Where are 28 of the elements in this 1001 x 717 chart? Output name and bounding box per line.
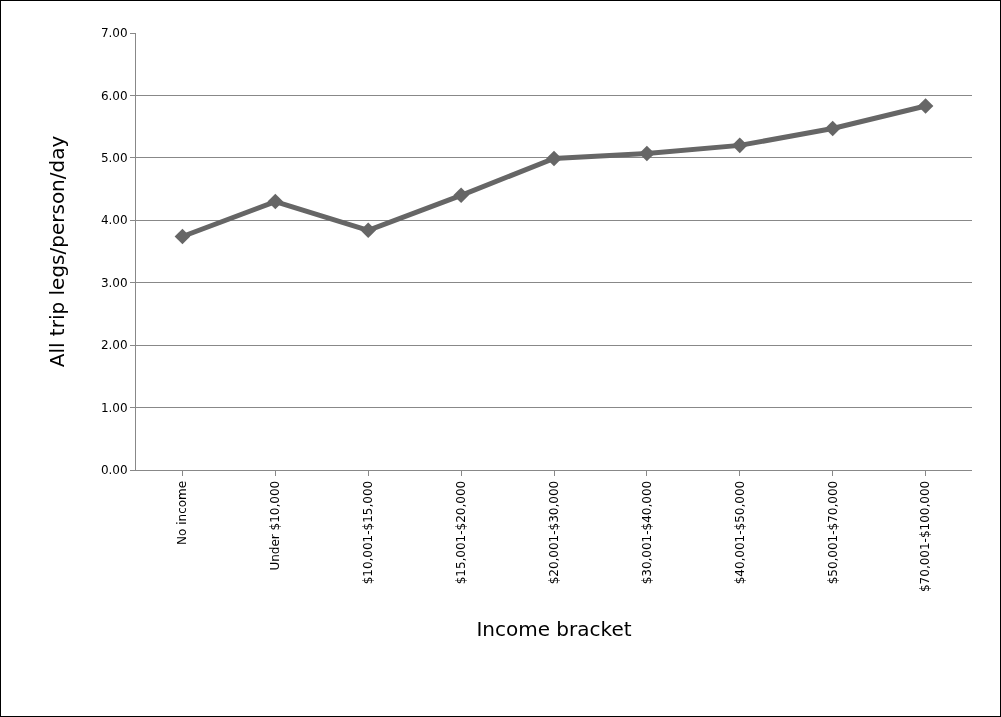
y-tick-label: 1.00 — [100, 400, 128, 415]
x-tick-label: $10,001-$15,000 — [361, 480, 376, 585]
point — [546, 150, 562, 167]
x-tick-label: $20,001-$30,000 — [546, 480, 561, 585]
x-tick-label: No income — [175, 480, 190, 545]
point — [267, 193, 284, 210]
x-tick-label: $40,001-$50,000 — [732, 480, 747, 585]
x-axis-title: Income bracket — [476, 616, 632, 641]
point — [824, 120, 841, 137]
point — [174, 228, 191, 245]
y-tick-label: 0.00 — [100, 463, 128, 478]
y-axis-title: All trip legs/person/day — [45, 135, 70, 368]
y-tick-label: 2.00 — [100, 338, 128, 353]
y-tick-label: 7.00 — [100, 26, 128, 41]
point — [360, 222, 377, 239]
point — [453, 187, 469, 204]
y-tick-label: 4.00 — [100, 213, 128, 228]
point — [917, 98, 934, 114]
point — [639, 145, 655, 162]
y-tick-label: 3.00 — [100, 275, 128, 290]
point — [731, 137, 748, 154]
y-tick-label: 6.00 — [100, 88, 128, 103]
x-tick-label: $50,001-$70,000 — [825, 480, 840, 585]
x-tick-label: Under $10,000 — [268, 480, 283, 571]
x-tick-label: $70,001-$100,000 — [918, 480, 933, 593]
x-tick-label: $30,001-$40,000 — [639, 480, 654, 585]
y-tick-label: 5.00 — [100, 151, 128, 166]
x-tick-label: $15,001-$20,000 — [454, 480, 469, 585]
